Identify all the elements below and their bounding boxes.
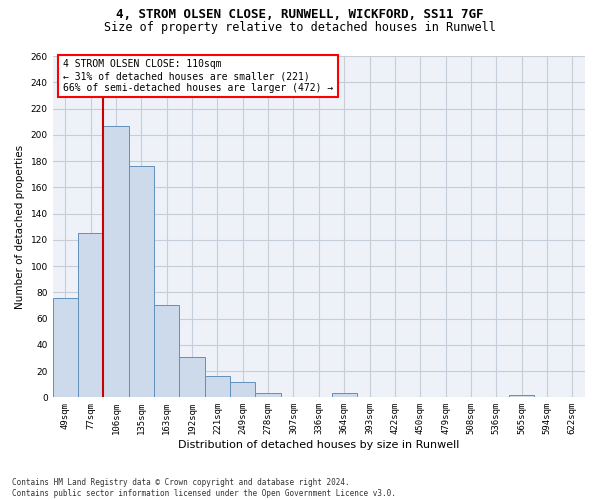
- Bar: [103, 126, 129, 398]
- Bar: [154, 306, 179, 398]
- Text: Size of property relative to detached houses in Runwell: Size of property relative to detached ho…: [104, 21, 496, 34]
- X-axis label: Distribution of detached houses by size in Runwell: Distribution of detached houses by size …: [178, 440, 460, 450]
- Text: 4, STROM OLSEN CLOSE, RUNWELL, WICKFORD, SS11 7GF: 4, STROM OLSEN CLOSE, RUNWELL, WICKFORD,…: [116, 8, 484, 20]
- Y-axis label: Number of detached properties: Number of detached properties: [15, 144, 25, 308]
- Bar: [256, 394, 281, 398]
- Text: Contains HM Land Registry data © Crown copyright and database right 2024.
Contai: Contains HM Land Registry data © Crown c…: [12, 478, 396, 498]
- Bar: [179, 356, 205, 398]
- Bar: [205, 376, 230, 398]
- Bar: [230, 382, 256, 398]
- Bar: [332, 394, 357, 398]
- Bar: [78, 233, 103, 398]
- Bar: [509, 394, 535, 398]
- Bar: [53, 298, 78, 398]
- Text: 4 STROM OLSEN CLOSE: 110sqm
← 31% of detached houses are smaller (221)
66% of se: 4 STROM OLSEN CLOSE: 110sqm ← 31% of det…: [64, 60, 334, 92]
- Bar: [129, 166, 154, 398]
